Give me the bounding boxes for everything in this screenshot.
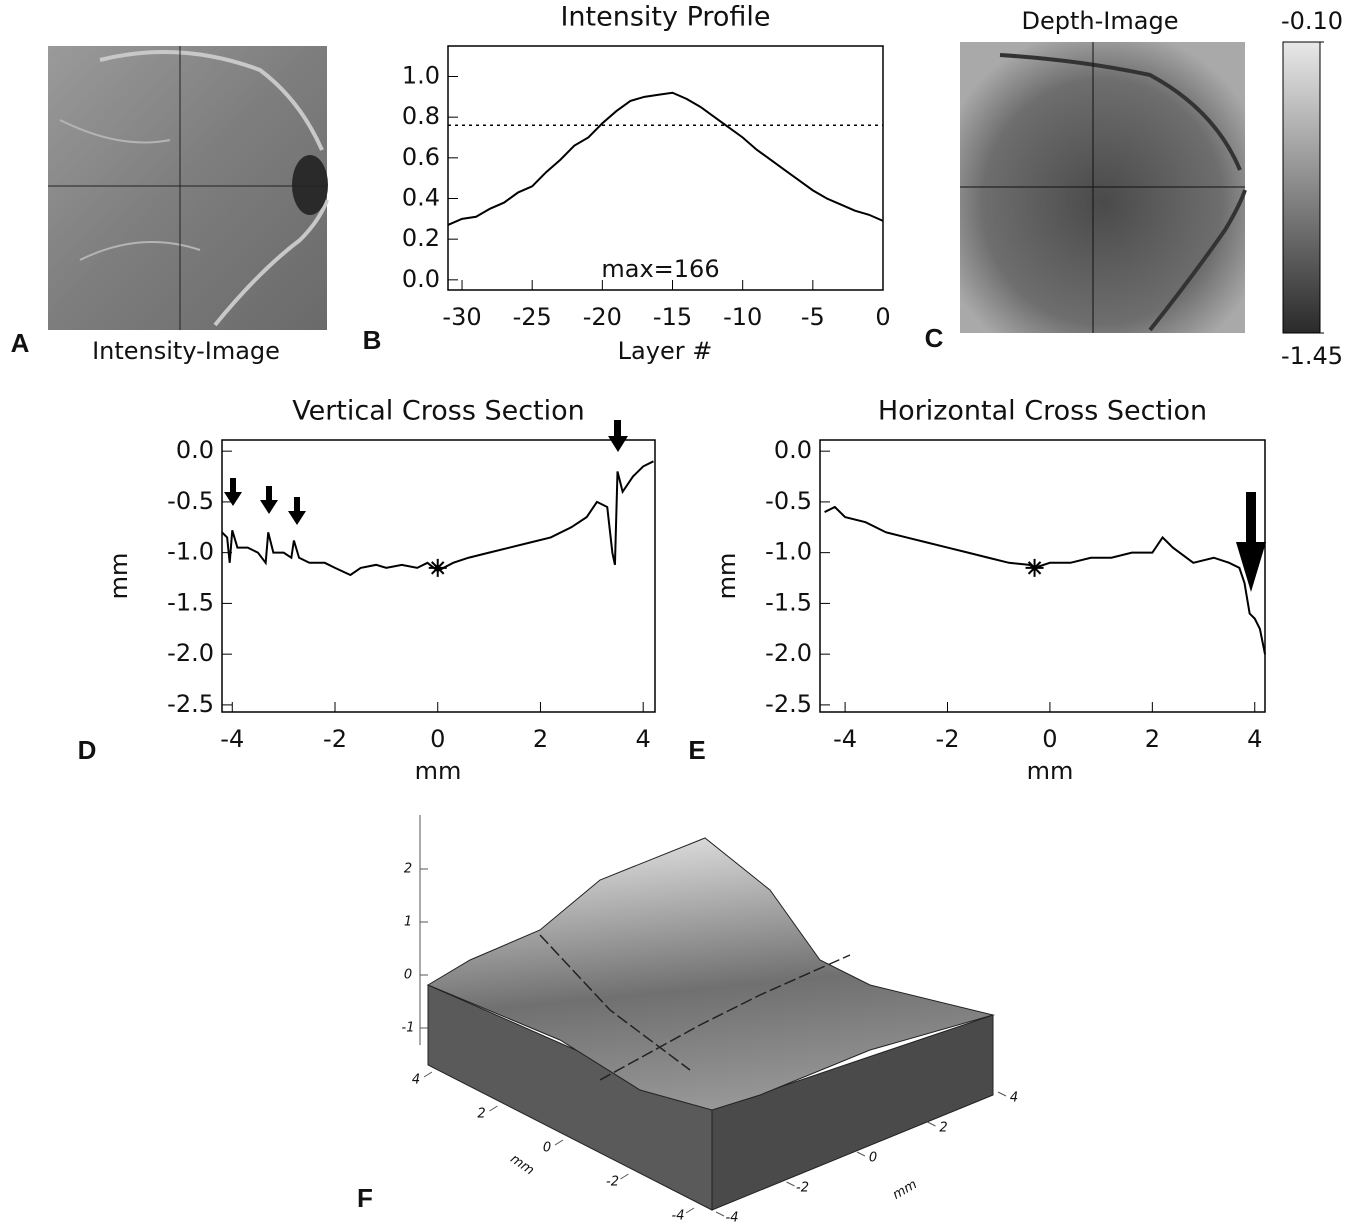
x-tick — [685, 1207, 695, 1214]
y-axis-label: mm — [105, 553, 133, 600]
plot-frame — [221, 439, 656, 713]
z-tick-label: 1 — [404, 915, 412, 930]
x-tick — [423, 1071, 433, 1078]
x-tick-label: -4 — [672, 1209, 685, 1224]
panel-letter: D — [78, 735, 97, 765]
x-tick-label: -2 — [936, 725, 960, 753]
x-axis-label: mm — [507, 1152, 536, 1179]
y-tick-label: 0.0 — [774, 436, 812, 464]
y-tick-label: 1.0 — [402, 62, 440, 90]
data-line — [447, 91, 884, 226]
x-axis-label: mm — [415, 757, 462, 785]
y-tick-label: 0.8 — [402, 102, 440, 130]
y-tick — [856, 1151, 866, 1157]
y-tick-label: 0 — [869, 1151, 877, 1166]
y-tick — [715, 1211, 725, 1217]
panel-letter: F — [357, 1183, 373, 1213]
y-axis-label: mm — [890, 1177, 919, 1203]
x-tick-label: -10 — [723, 303, 762, 331]
x-tick-label: -2 — [606, 1175, 619, 1190]
panel-caption: Intensity-Image — [92, 337, 280, 365]
x-tick-label: 0 — [1042, 725, 1057, 753]
chart-title: Horizontal Cross Section — [878, 396, 1207, 427]
panel-caption: Depth-Image — [1022, 7, 1179, 35]
center-marker — [1025, 558, 1044, 577]
y-tick-label: -2.0 — [167, 639, 214, 667]
x-tick-label: 4 — [636, 725, 651, 753]
y-tick-label: 0.2 — [402, 224, 440, 252]
y-tick-label: 0.6 — [402, 143, 440, 171]
panel-letter: E — [688, 735, 705, 765]
x-tick-label: 2 — [477, 1107, 485, 1122]
y-tick — [786, 1181, 795, 1187]
x-tick-label: -4 — [833, 725, 857, 753]
y-tick-label: -0.5 — [765, 487, 812, 515]
y-tick-label: -1.5 — [167, 588, 214, 616]
y-tick-label: -1.0 — [167, 538, 214, 566]
y-tick — [927, 1121, 936, 1127]
panel-letter: A — [11, 328, 30, 358]
y-tick-label: -2 — [796, 1181, 809, 1196]
intensity-image — [48, 46, 329, 330]
arrows — [224, 420, 1266, 592]
colorbar-label: -0.10 — [1281, 7, 1343, 35]
y-tick-label: 0.0 — [402, 265, 440, 293]
y-tick-label: 4 — [1010, 1091, 1018, 1106]
x-tick-label: -15 — [653, 303, 692, 331]
y-tick-label: -2.5 — [167, 690, 214, 718]
x-axis-label: Layer # — [618, 337, 713, 365]
z-tick-label: 2 — [404, 862, 412, 877]
y-tick-label: -1.0 — [765, 538, 812, 566]
x-tick — [554, 1139, 564, 1146]
y-tick-label: 2 — [939, 1121, 947, 1136]
y-tick-label: -4 — [726, 1211, 739, 1226]
y-tick — [997, 1091, 1007, 1097]
x-tick — [489, 1105, 498, 1112]
data-line — [824, 505, 1266, 655]
colorbar — [1282, 41, 1321, 334]
annotation: max=166 — [601, 255, 719, 283]
y-tick-label: -0.5 — [167, 487, 214, 515]
chart-title: Intensity Profile — [560, 2, 770, 33]
depth-image — [960, 42, 1247, 333]
panel-letter: B — [363, 325, 382, 355]
x-tick-label: 0 — [430, 725, 445, 753]
plot-frame — [447, 45, 884, 291]
z-tick-label: -1 — [402, 1021, 415, 1036]
plot-frame — [819, 439, 1266, 713]
y-tick-label: -2.0 — [765, 639, 812, 667]
x-tick-label: 0 — [875, 303, 890, 331]
y-axis-label: mm — [713, 553, 741, 600]
center-marker — [428, 558, 447, 577]
x-tick-label: -2 — [323, 725, 347, 753]
chart-title: Vertical Cross Section — [292, 396, 585, 427]
x-tick-label: 4 — [412, 1073, 420, 1088]
y-tick-label: 0.0 — [176, 436, 214, 464]
panel-letter: C — [925, 323, 944, 353]
x-tick-label: 2 — [533, 725, 548, 753]
x-axis-label: mm — [1027, 757, 1074, 785]
surface-plot — [419, 815, 995, 1211]
y-tick-label: 0.4 — [402, 184, 440, 212]
z-tick-label: 0 — [404, 968, 412, 983]
x-tick — [620, 1173, 629, 1180]
x-tick-label: -4 — [220, 725, 244, 753]
x-tick-label: -20 — [583, 303, 622, 331]
x-tick-label: -25 — [513, 303, 552, 331]
x-tick-label: 4 — [1247, 725, 1262, 753]
y-tick-label: -1.5 — [765, 588, 812, 616]
data-line — [221, 460, 654, 577]
x-tick-label: 0 — [543, 1141, 551, 1156]
y-tick-label: -2.5 — [765, 690, 812, 718]
x-tick-label: -5 — [801, 303, 825, 331]
x-tick-label: 2 — [1145, 725, 1160, 753]
colorbar-label: -1.45 — [1281, 342, 1343, 370]
x-tick-label: -30 — [442, 303, 481, 331]
